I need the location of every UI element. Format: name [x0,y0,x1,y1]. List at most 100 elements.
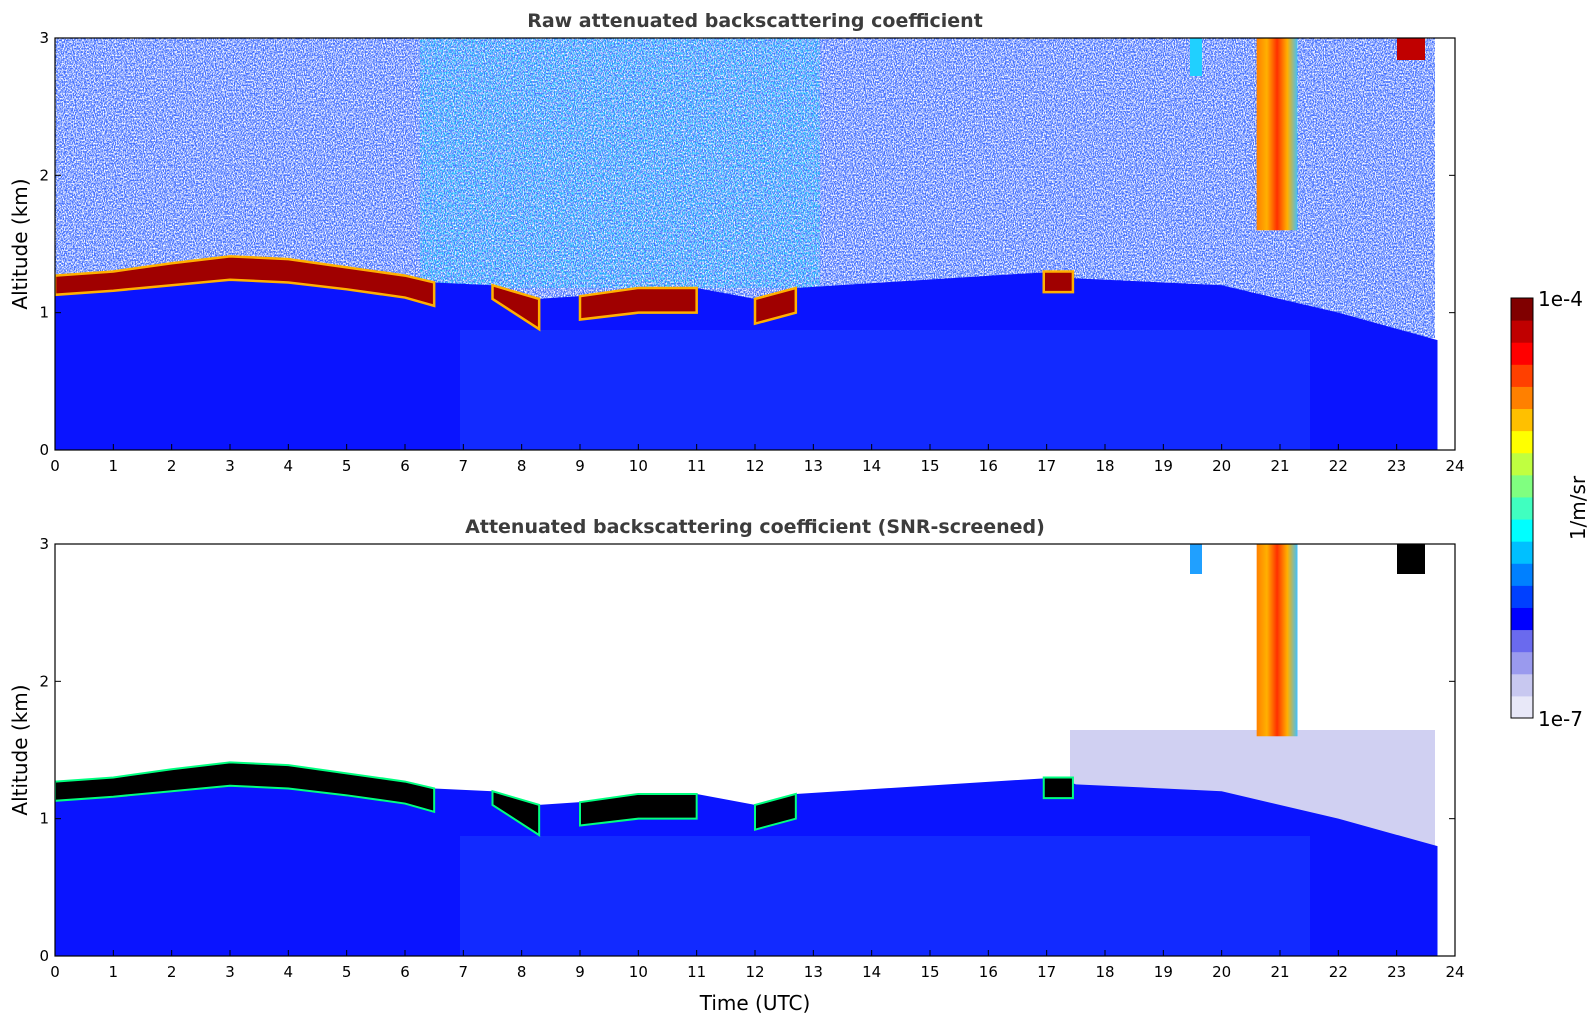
x-tick-label: 1 [109,457,119,475]
colorbar-swatch [1511,585,1533,608]
colorbar-frame [1510,297,1534,719]
x-tick-label: 23 [1387,457,1406,475]
x-tick-label: 17 [1037,963,1056,981]
colorbar-swatch [1511,430,1533,454]
snr-screened-panel: Attenuated backscattering coefficient (S… [8,516,1465,1015]
x-tick-label: 18 [1095,457,1114,475]
panel1-y-ticks: 0 1 2 3 [39,29,1455,459]
boundary-layer-region [55,256,1438,450]
x-tick-label: 20 [1212,963,1231,981]
colorbar-swatches [1511,298,1533,719]
precipitation-shaft [1256,38,1298,231]
x-tick-label: 8 [517,963,527,981]
raw-backscatter-panel: Raw attenuated backscattering coefficien… [8,10,1465,475]
x-tick-label: 6 [400,457,410,475]
x-tick-label: 5 [342,963,352,981]
x-tick-label: 4 [284,963,294,981]
cloud-layer [55,761,1074,837]
cloud-layer [55,255,1075,332]
y-tick-label: 3 [39,535,49,553]
x-tick-label: 10 [629,963,648,981]
x-tick-label: 15 [920,457,939,475]
panel2-ylabel: Altitude (km) [8,684,32,815]
x-tick-label: 9 [575,963,585,981]
x-tick-label: 24 [1445,457,1464,475]
x-tick-label: 11 [687,457,706,475]
x-tick-label: 22 [1329,963,1348,981]
x-tick-label: 12 [745,457,764,475]
colorbar-swatch [1511,386,1533,410]
x-tick-label: 20 [1212,457,1231,475]
x-tick-label: 7 [459,963,469,981]
panel2-heatmap [55,544,1455,956]
x-tick-label: 9 [575,457,585,475]
x-tick-label: 10 [629,457,648,475]
y-tick-label: 3 [39,29,49,47]
x-tick-label: 6 [400,963,410,981]
x-tick-label: 3 [225,457,235,475]
colorbar-swatch [1511,695,1533,719]
colorbar-swatch [1511,519,1533,542]
y-tick-label: 1 [39,304,49,322]
x-tick-label: 18 [1095,963,1114,981]
panel1-x-ticks: 0 1 2 3 4 5 6 7 8 9 10 11 12 13 14 15 16 17 18 19 20 21 22 23 24 [50,444,1465,475]
x-tick-label: 14 [862,963,881,981]
x-tick-label: 2 [167,457,177,475]
x-tick-label: 0 [50,963,60,981]
colorbar-swatch [1511,452,1533,476]
x-tick-label: 16 [979,963,998,981]
colorbar-min-label: 1e-7 [1538,707,1583,731]
colorbar-swatch [1511,364,1533,387]
colorbar-swatch [1511,563,1533,586]
y-tick-label: 2 [39,672,49,690]
x-tick-label: 1 [109,963,119,981]
y-tick-label: 2 [39,166,49,184]
x-tick-label: 17 [1037,457,1056,475]
x-tick-label: 7 [459,457,469,475]
colorbar: 1e-4 1e-7 1/m/sr [1510,287,1590,731]
panel2-title: Attenuated backscattering coefficient (S… [465,516,1045,538]
x-tick-label: 19 [1154,963,1173,981]
x-tick-label: 3 [225,963,235,981]
boundary-layer-region [55,762,1438,956]
x-tick-label: 19 [1154,457,1173,475]
colorbar-swatch [1511,320,1533,343]
x-tick-label: 0 [50,457,60,475]
colorbar-swatch [1511,496,1533,520]
x-tick-label: 13 [804,963,823,981]
x-tick-label: 8 [517,457,527,475]
colorbar-swatch [1511,474,1533,498]
colorbar-swatch [1511,607,1533,631]
colorbar-max-label: 1e-4 [1538,287,1583,311]
colorbar-swatch [1511,541,1533,564]
x-tick-label: 24 [1445,963,1464,981]
x-tick-label: 12 [745,963,764,981]
x-tick-label: 15 [920,963,939,981]
panel2-x-ticks: 0 1 2 3 4 5 6 7 8 9 10 11 12 13 14 15 16 17 18 19 20 21 22 23 24 [50,950,1465,981]
colorbar-swatch [1511,629,1533,653]
x-tick-label: 11 [687,963,706,981]
colorbar-swatch [1511,342,1533,365]
x-tick-label: 2 [167,963,177,981]
colorbar-swatch [1511,651,1533,675]
panel2-xlabel: Time (UTC) [699,991,811,1015]
x-tick-label: 14 [862,457,881,475]
x-tick-label: 16 [979,457,998,475]
x-tick-label: 21 [1270,457,1289,475]
colorbar-label: 1/m/sr [1566,475,1590,540]
x-tick-label: 22 [1329,457,1348,475]
x-tick-label: 4 [284,457,294,475]
y-tick-label: 1 [39,810,49,828]
colorbar-swatch [1511,673,1533,697]
colorbar-swatch [1511,298,1533,321]
precipitation-shaft [1256,544,1298,737]
panel1-title: Raw attenuated backscattering coefficien… [527,10,983,32]
panel1-heatmap [55,38,1438,450]
x-tick-label: 21 [1270,963,1289,981]
x-tick-label: 13 [804,457,823,475]
colorbar-swatch [1511,408,1533,432]
panel1-ylabel: Altitude (km) [8,178,32,309]
y-tick-label: 0 [39,441,49,459]
panel2-y-ticks: 0 1 2 3 [39,535,1455,965]
